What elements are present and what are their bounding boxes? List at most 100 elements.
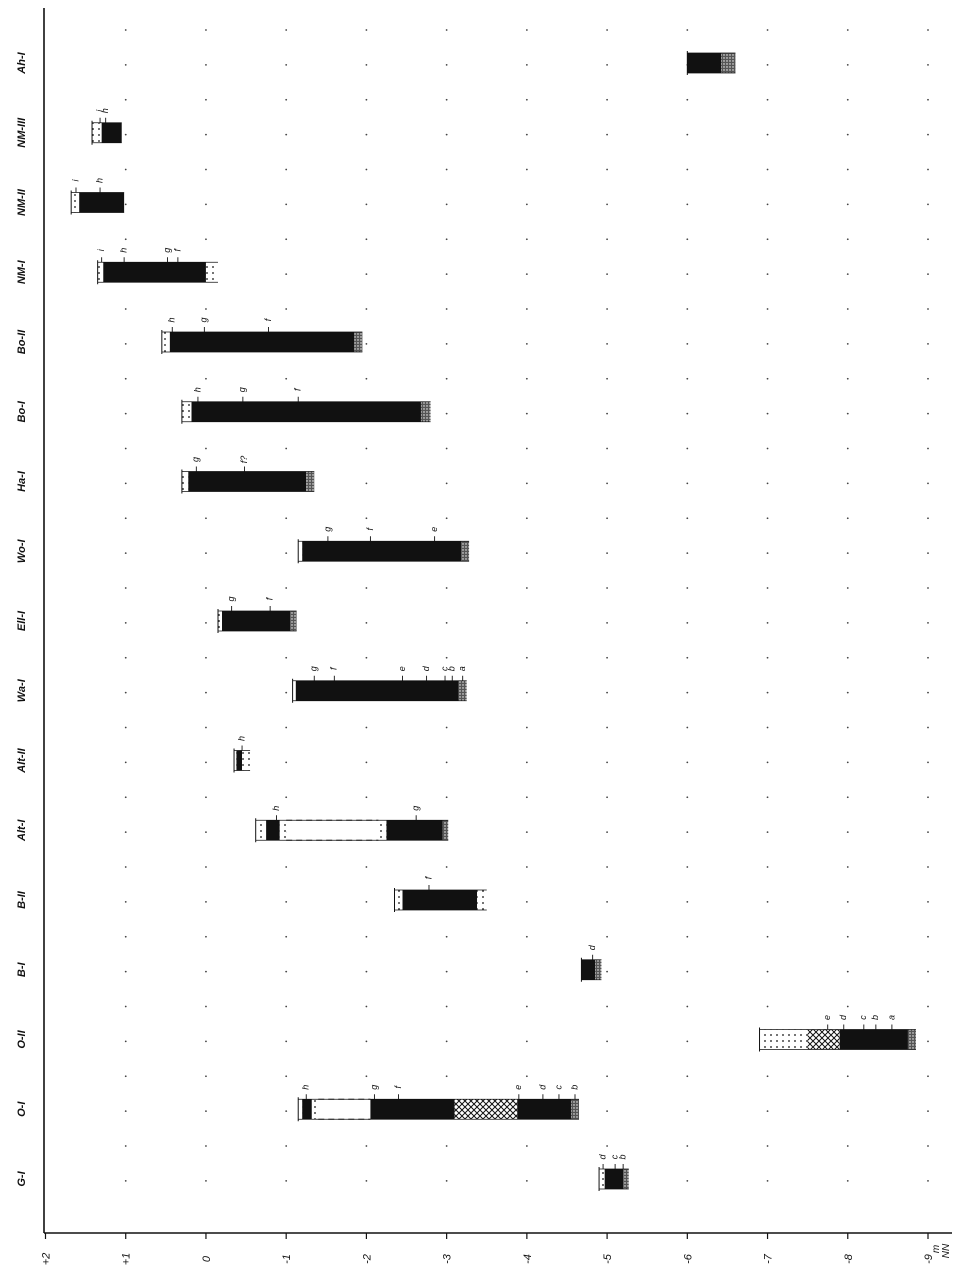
x-tick-label: -1 xyxy=(281,1254,293,1264)
grid-dot xyxy=(525,168,528,171)
grid-dot xyxy=(445,342,448,345)
grid-dot xyxy=(205,1005,207,1008)
horizon-label: h xyxy=(192,387,202,392)
grid-dot xyxy=(766,587,769,589)
grid-dot xyxy=(606,168,608,171)
horizon-label: i xyxy=(96,248,106,251)
grid-dot xyxy=(445,621,448,624)
grid-dot xyxy=(927,1179,929,1182)
bar-segment-solid xyxy=(839,1029,908,1050)
horizon-label: b xyxy=(618,1154,628,1159)
grid-dot xyxy=(766,517,769,520)
grid-dot xyxy=(445,29,448,31)
grid-dot xyxy=(365,447,368,450)
grid-dot xyxy=(606,1075,608,1078)
grid-dot xyxy=(766,168,769,171)
grid-dot xyxy=(846,761,849,764)
grid-dot xyxy=(285,98,288,101)
grid-dot xyxy=(606,656,608,659)
grid-dot xyxy=(445,970,448,973)
grid-dot xyxy=(606,796,608,799)
grid-dot xyxy=(927,656,929,659)
grid-dot xyxy=(766,377,769,380)
grid-dot xyxy=(686,1040,689,1043)
grid-dot xyxy=(445,796,448,799)
horizon-label: a xyxy=(886,1015,896,1020)
grid-dot xyxy=(445,866,448,868)
grid-dot xyxy=(285,552,288,555)
grid-dot xyxy=(285,377,288,380)
horizon-label: c xyxy=(439,666,449,671)
grid-dot xyxy=(606,238,608,241)
grid-dot xyxy=(846,63,849,66)
grid-dot xyxy=(124,342,127,345)
grid-dot xyxy=(445,1145,448,1147)
grid-dot xyxy=(927,1075,929,1078)
grid-dot xyxy=(927,447,929,450)
grid-dot xyxy=(766,238,769,241)
grid-dot xyxy=(525,1040,528,1043)
dot-grid xyxy=(124,29,929,1182)
grid-dot xyxy=(927,621,929,624)
x-tick-label: +2 xyxy=(41,1253,53,1266)
grid-dot xyxy=(124,63,127,66)
grid-dot xyxy=(525,98,528,101)
grid-dot xyxy=(205,377,207,380)
grid-dot xyxy=(927,377,929,380)
grid-dot xyxy=(927,970,929,973)
grid-dot xyxy=(846,342,849,345)
grid-dot xyxy=(445,133,448,136)
horizon-label: c xyxy=(609,1154,619,1159)
grid-dot xyxy=(124,482,127,485)
grid-dot xyxy=(365,726,368,729)
grid-dot xyxy=(365,1145,368,1147)
bar-segment-solid xyxy=(222,611,291,631)
grid-dot xyxy=(124,1145,127,1147)
grid-dot xyxy=(846,1145,849,1147)
bar-segment-solid xyxy=(295,680,459,701)
x-tick-label: -2 xyxy=(361,1254,373,1264)
grid-dot xyxy=(686,238,689,241)
grid-dot xyxy=(766,1179,769,1182)
bar-segment-dotted xyxy=(161,332,170,352)
bar-segment-solid xyxy=(236,750,243,771)
horizon-label: e xyxy=(397,666,407,671)
grid-dot xyxy=(606,866,608,868)
grid-dot xyxy=(124,587,127,589)
bar-segment-solid xyxy=(188,471,307,492)
horizon-label: g xyxy=(411,806,421,811)
bar-segment-stipple xyxy=(570,1099,580,1120)
grid-dot xyxy=(846,447,849,450)
grid-dot xyxy=(686,342,689,345)
grid-dot xyxy=(124,656,127,659)
grid-dot xyxy=(606,273,608,276)
grid-dot xyxy=(766,970,769,973)
grid-dot xyxy=(285,238,288,241)
horizon-label: d xyxy=(597,1154,607,1160)
grid-dot xyxy=(846,273,849,276)
horizon-label: d xyxy=(587,944,597,950)
bar-segment-stipple xyxy=(442,820,449,841)
grid-dot xyxy=(445,168,448,171)
grid-dot xyxy=(445,238,448,241)
grid-dot xyxy=(927,900,929,903)
grid-dot xyxy=(846,1075,849,1078)
grid-dot xyxy=(365,273,368,276)
grid-dot xyxy=(124,726,127,729)
bar-segment-dotted xyxy=(759,1029,808,1050)
bar-segment-solid xyxy=(191,401,421,422)
grid-dot xyxy=(606,900,608,903)
bar-segment-gap xyxy=(318,1099,371,1120)
grid-dot xyxy=(686,273,689,276)
bar-segment-crosshatch xyxy=(454,1099,518,1120)
grid-dot xyxy=(927,866,929,868)
grid-dot xyxy=(606,587,608,589)
grid-dot xyxy=(124,621,127,624)
grid-dot xyxy=(525,1005,528,1008)
grid-dot xyxy=(766,900,769,903)
horizon-label: h xyxy=(301,1085,311,1090)
grid-dot xyxy=(766,63,769,66)
bar-segment-stipple xyxy=(306,471,315,492)
grid-dot xyxy=(365,203,368,206)
